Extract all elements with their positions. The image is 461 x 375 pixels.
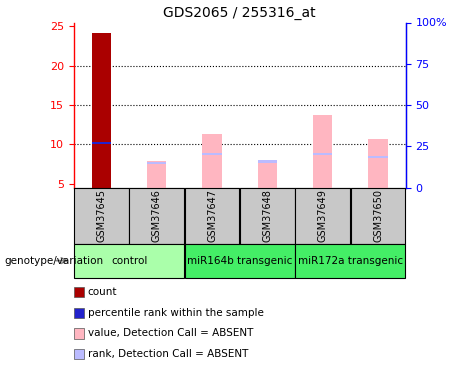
Text: rank, Detection Call = ABSENT: rank, Detection Call = ABSENT [88, 349, 248, 359]
Bar [92, 141, 111, 144]
Bar [202, 153, 222, 155]
Bar [258, 160, 277, 163]
Bar [185, 244, 295, 278]
Text: GSM37646: GSM37646 [152, 189, 162, 242]
Bar [147, 161, 166, 188]
Text: GSM37650: GSM37650 [373, 189, 383, 242]
Bar [74, 244, 184, 278]
Text: GSM37647: GSM37647 [207, 189, 217, 242]
Text: GSM37645: GSM37645 [96, 189, 106, 242]
Bar [258, 160, 277, 188]
Text: control: control [111, 256, 147, 266]
Bar [313, 115, 332, 188]
Text: miR172a transgenic: miR172a transgenic [298, 256, 403, 266]
Bar [92, 33, 111, 188]
Text: value, Detection Call = ABSENT: value, Detection Call = ABSENT [88, 328, 253, 338]
Text: GSM37649: GSM37649 [318, 189, 328, 242]
Text: GSM37648: GSM37648 [262, 189, 272, 242]
Bar [240, 188, 295, 244]
Bar [130, 188, 184, 244]
Text: genotype/variation: genotype/variation [5, 256, 104, 266]
Bar [185, 188, 239, 244]
Bar [368, 156, 388, 158]
Bar [351, 188, 405, 244]
Bar [296, 244, 405, 278]
Bar [202, 134, 222, 188]
Bar [296, 188, 350, 244]
Bar [313, 153, 332, 155]
Bar [147, 162, 166, 164]
Bar [74, 188, 129, 244]
Title: GDS2065 / 255316_at: GDS2065 / 255316_at [163, 6, 316, 20]
Text: percentile rank within the sample: percentile rank within the sample [88, 308, 264, 318]
Bar [368, 139, 388, 188]
Text: miR164b transgenic: miR164b transgenic [187, 256, 292, 266]
Text: count: count [88, 287, 117, 297]
